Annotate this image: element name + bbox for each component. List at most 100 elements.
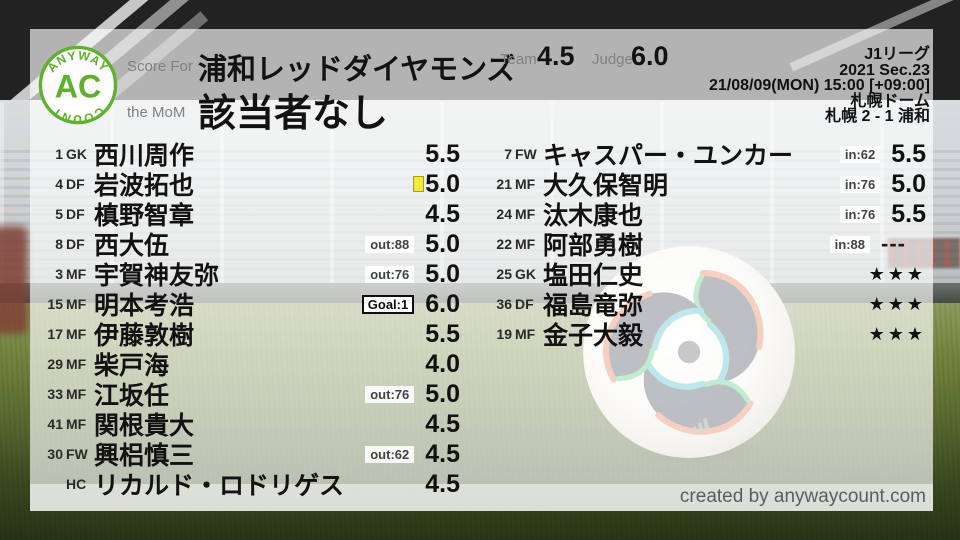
player-position: MF <box>66 266 87 282</box>
player-row: 30 FW 興梠慎三 out:62 4.5 <box>40 439 460 471</box>
player-position: DF <box>66 176 85 192</box>
player-row: 29 MF 柴戸海 4.0 <box>40 349 460 381</box>
player-position: MF <box>515 176 536 192</box>
player-row: 25 GK 塩田仁史 ★★★ <box>496 259 926 290</box>
player-rating: 5.5 <box>891 199 926 228</box>
player-rating: ★★★ <box>868 323 926 344</box>
player-name: 柴戸海 <box>94 352 170 380</box>
player-position: GK <box>66 146 87 162</box>
player-number: 36 <box>496 296 512 312</box>
player-row: 3 MF 宇賀神友弥 out:76 5.0 <box>40 259 460 291</box>
player-rating: 4.5 <box>425 199 460 228</box>
player-rating: 4.5 <box>425 439 460 468</box>
player-position: GK <box>515 266 536 282</box>
substitution-badge: in:76 <box>839 175 881 193</box>
player-rating: ★★★ <box>868 263 926 284</box>
player-number: 7 <box>504 146 512 162</box>
player-number: 8 <box>55 236 63 252</box>
player-rating: 5.0 <box>425 169 460 198</box>
goal-badge: Goal:1 <box>361 294 415 314</box>
match-datetime: 21/08/09(MON) 15:00 [+09:00] <box>709 77 930 94</box>
player-name: 江坂任 <box>94 382 170 410</box>
match-result: 札幌 2 - 1 浦和 <box>825 108 930 125</box>
player-rating: 5.5 <box>891 139 926 168</box>
player-number: 15 <box>47 296 63 312</box>
player-name: 興梠慎三 <box>94 442 195 470</box>
season-section: 2021 Sec.23 <box>839 61 930 79</box>
player-number: 3 <box>55 266 63 282</box>
player-name: 汰木康也 <box>543 202 644 230</box>
player-number: 19 <box>496 326 512 342</box>
player-position: MF <box>66 416 87 432</box>
logo-text-bottom: COUNT <box>49 104 106 126</box>
player-row: 33 MF 江坂任 out:76 5.0 <box>40 379 460 411</box>
player-row: 1 GK 西川周作 5.5 <box>40 139 460 171</box>
player-name: リカルド・ロドリゲス <box>94 472 345 500</box>
substitute-players-list: 7 FW キャスパー・ユンカー in:62 5.5 21 MF 大久保智明 in… <box>496 139 926 351</box>
player-row: 5 DF 槙野智章 4.5 <box>40 199 460 231</box>
player-position: MF <box>66 386 87 402</box>
player-number: 25 <box>496 266 512 282</box>
judge-score: 6.0 <box>631 41 669 71</box>
logo-text-center: AC <box>55 69 102 105</box>
credit-text: created by anywaycount.com <box>679 486 926 507</box>
player-number: 41 <box>47 416 63 432</box>
player-rating: 6.0 <box>425 289 460 318</box>
substitution-badge: out:88 <box>365 235 415 253</box>
venue: 札幌ドーム <box>850 92 930 110</box>
player-name: 西大伍 <box>94 232 170 260</box>
player-number: 30 <box>47 446 63 462</box>
player-number: 17 <box>47 326 63 342</box>
player-position: FW <box>66 446 88 462</box>
player-position: DF <box>66 206 85 222</box>
player-name: 阿部勇樹 <box>543 232 644 260</box>
svg-text:COUNT: COUNT <box>49 104 107 126</box>
substitution-badge: out:76 <box>365 265 415 283</box>
player-name: 金子大毅 <box>543 322 644 350</box>
player-name: キャスパー・ユンカー <box>543 142 794 170</box>
player-rating: 4.5 <box>425 409 460 438</box>
left-red-structure <box>0 226 28 334</box>
player-name: 岩波拓也 <box>94 172 195 200</box>
player-number: 24 <box>496 206 512 222</box>
player-number: 4 <box>55 176 63 192</box>
player-name: 明本考浩 <box>94 292 195 320</box>
player-name: 宇賀神友弥 <box>94 262 220 290</box>
player-row: 17 MF 伊藤敦樹 5.5 <box>40 319 460 351</box>
player-name: 伊藤敦樹 <box>94 322 195 350</box>
player-position: MF <box>66 296 87 312</box>
player-row: 24 MF 汰木康也 in:76 5.5 <box>496 199 926 231</box>
team-name: 浦和レッドダイヤモンズ <box>198 54 516 86</box>
player-rating: 5.5 <box>425 139 460 168</box>
player-rating: 5.0 <box>891 169 926 198</box>
player-name: 関根貴大 <box>94 412 195 440</box>
player-row: 19 MF 金子大毅 ★★★ <box>496 319 926 350</box>
player-number: 21 <box>496 176 512 192</box>
player-row: 21 MF 大久保智明 in:76 5.0 <box>496 169 926 201</box>
player-row: 15 MF 明本考浩 Goal:1 6.0 <box>40 289 460 321</box>
player-row: 41 MF 関根貴大 4.5 <box>40 409 460 441</box>
team-score: 4.5 <box>537 41 575 71</box>
player-number: 29 <box>47 356 63 372</box>
player-rating: 5.0 <box>425 259 460 288</box>
player-row: 7 FW キャスパー・ユンカー in:62 5.5 <box>496 139 926 171</box>
player-number: 22 <box>496 236 512 252</box>
player-row: 4 DF 岩波拓也 5.0 <box>40 169 460 201</box>
player-name: 西川周作 <box>94 142 195 170</box>
match-info-block: J1リーグ 2021 Sec.23 21/08/09(MON) 15:00 [+… <box>709 47 930 125</box>
mom-value: 該当者なし <box>198 93 389 135</box>
player-number: 33 <box>47 386 63 402</box>
player-number: 1 <box>55 146 63 162</box>
overlay-panel <box>30 29 933 511</box>
league-name: J1リーグ <box>864 46 930 63</box>
player-rating: 5.0 <box>425 229 460 258</box>
player-rating: 5.0 <box>425 379 460 408</box>
player-row: 8 DF 西大伍 out:88 5.0 <box>40 229 460 261</box>
player-position: FW <box>515 146 537 162</box>
player-position: MF <box>515 206 536 222</box>
substitution-badge: out:62 <box>365 445 415 463</box>
substitution-badge: in:76 <box>839 205 881 223</box>
player-position: DF <box>515 296 534 312</box>
anywaycount-logo: ANYWAY COUNT AC <box>38 45 118 126</box>
